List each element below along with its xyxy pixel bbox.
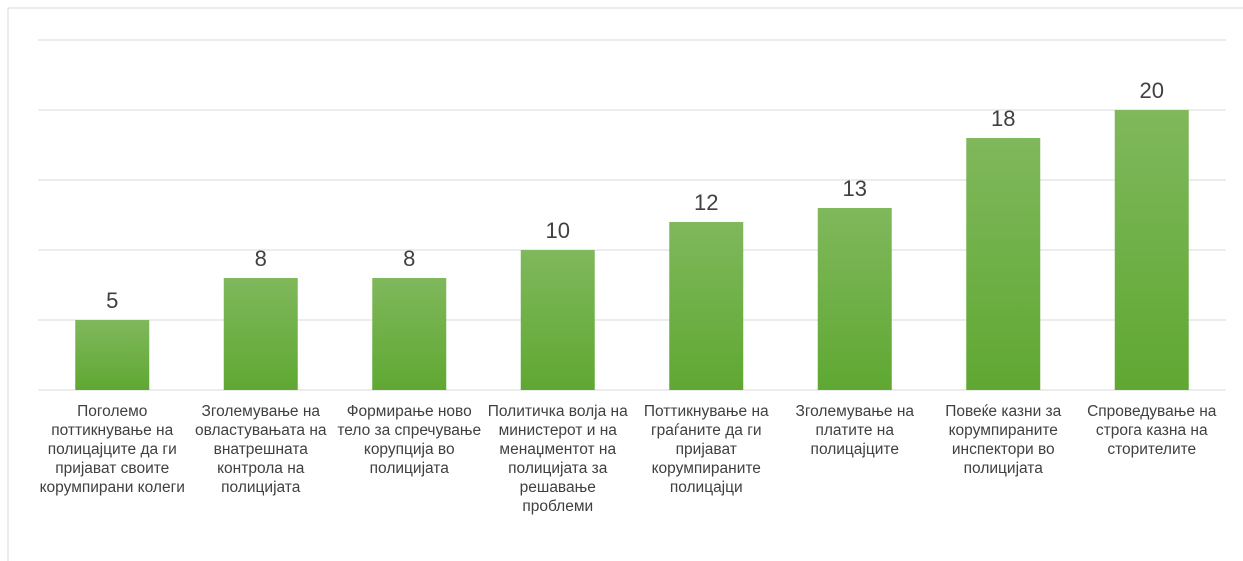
bar bbox=[75, 320, 150, 390]
data-label: 5 bbox=[106, 288, 118, 313]
data-label: 20 bbox=[1140, 78, 1164, 103]
bar bbox=[966, 138, 1041, 390]
x-tick-label: Политичка волја на министерот и на менаџ… bbox=[487, 403, 628, 515]
data-label: 18 bbox=[991, 106, 1015, 131]
x-tick-label: Формирање ново тело за спречување корупц… bbox=[337, 403, 482, 477]
bar bbox=[1114, 110, 1189, 390]
bar bbox=[817, 208, 892, 390]
bar bbox=[520, 250, 595, 390]
data-label: 10 bbox=[546, 218, 570, 243]
x-tick-label: Поголемо поттикнување на полицајците да … bbox=[39, 403, 185, 496]
data-label: 13 bbox=[843, 176, 867, 201]
x-tick-label: Повеќе казни за корумпираните инспектори… bbox=[945, 403, 1062, 477]
data-label: 12 bbox=[694, 190, 718, 215]
data-label: 8 bbox=[403, 246, 415, 271]
x-tick-label: Зголемување на овластувањата на внатрешн… bbox=[194, 403, 327, 496]
x-tick-label: Поттикнување на граѓаните да ги пријават… bbox=[643, 403, 769, 496]
bar bbox=[223, 278, 298, 390]
data-label: 8 bbox=[255, 246, 267, 271]
x-tick-label: Спроведување на строга казна на сторител… bbox=[1087, 403, 1217, 458]
bar bbox=[669, 222, 744, 390]
x-tick-label: Зголемување на платите на полицајците bbox=[795, 403, 915, 458]
bar bbox=[372, 278, 447, 390]
